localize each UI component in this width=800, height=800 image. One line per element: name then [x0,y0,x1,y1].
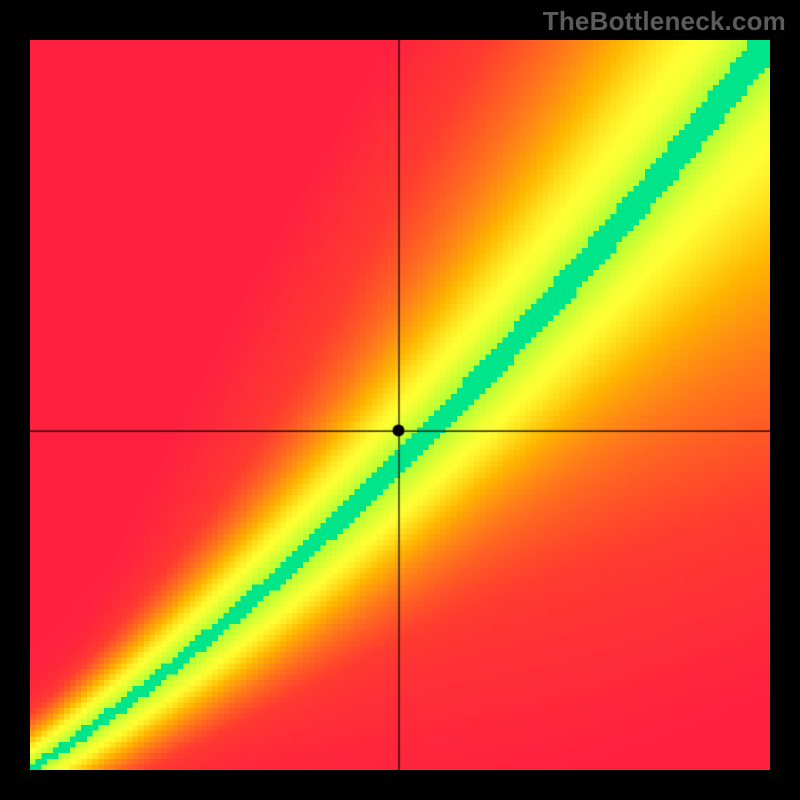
crosshair-overlay [30,40,770,770]
watermark-text: TheBottleneck.com [543,6,786,37]
chart-frame: TheBottleneck.com [0,0,800,800]
